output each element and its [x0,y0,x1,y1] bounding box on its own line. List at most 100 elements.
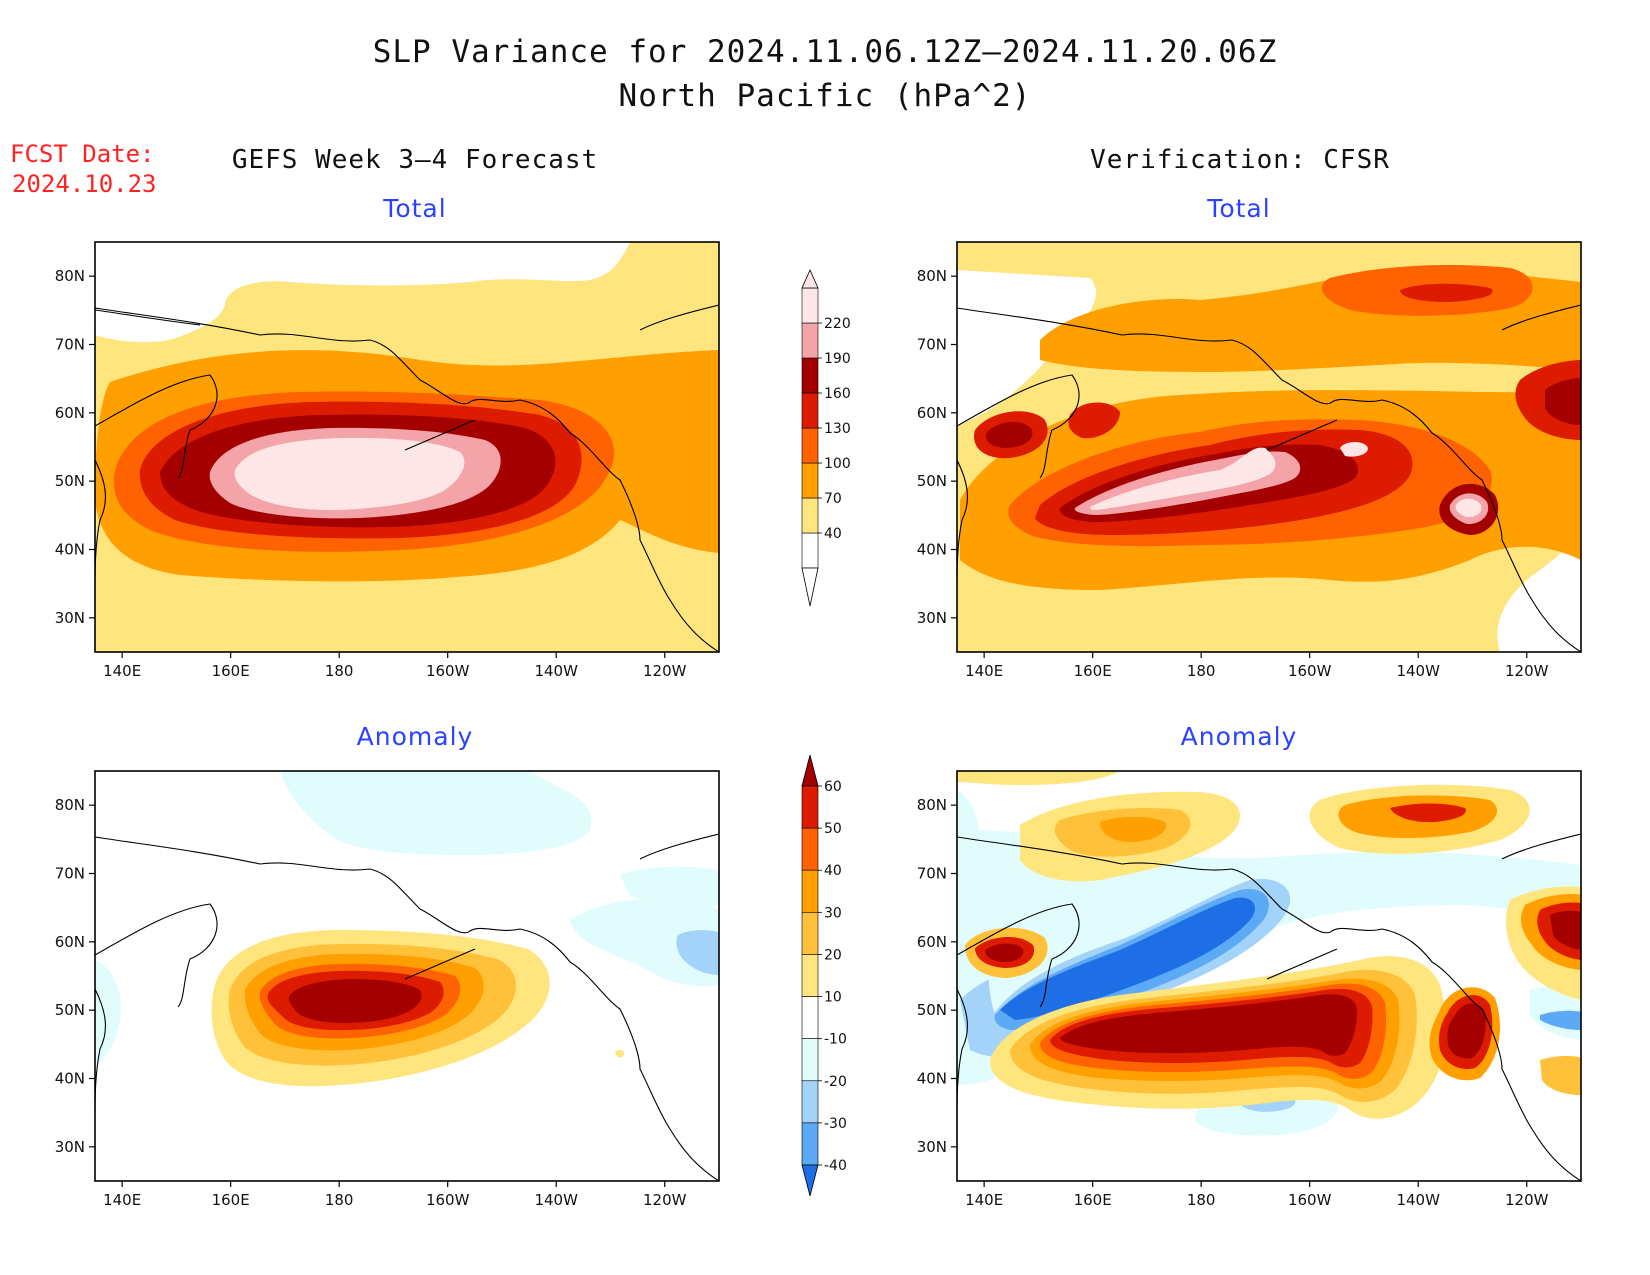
forecast-total-lat-label: 80N [55,267,85,285]
forecast-anomaly-lon-label: 120W [643,1191,687,1209]
colorbar-total-label: 130 [824,421,851,437]
forecast-total-lon-label: 160W [426,662,470,680]
map-panel-verification-total [956,241,1582,653]
colorbar-total-bin [801,462,819,499]
verification-anomaly-frame [956,770,1582,1182]
forecast-anomaly-lat-label: 70N [55,865,85,883]
verification-anomaly-lat-label: 30N [917,1138,947,1156]
forecast-anomaly-lon-label: 140W [534,1191,578,1209]
colorbar-anomaly-bin [801,1080,819,1124]
colorbar-total-bin [801,532,819,569]
forecast-total-frame [94,241,720,653]
colorbar-total-label: 40 [824,526,842,542]
verification-total-frame [956,241,1582,653]
colorbar-anomaly: 60 50 40 30 20 10 -10 -20 -30 -40 [801,754,847,1197]
colorbar-anomaly-label: 10 [824,990,842,1006]
axes-layer: 140E 160E 180 160W 140W 120W 80N 70N 60N 50N 40N 30… [55,267,1549,1209]
verification-anomaly-coastlines [957,833,1581,1181]
verification-total-field [957,242,1581,652]
verification-anomaly-lon-label: 180 [1187,1191,1216,1209]
map-panel-forecast-total [94,241,720,653]
colorbar-anomaly-top-arrow [801,754,819,787]
verification-total-lon-label: 120W [1505,662,1549,680]
verification-anomaly-lat-label: 80N [917,796,947,814]
verification-total-lat-label: 30N [917,609,947,627]
verification-total-lon-label: 180 [1187,662,1216,680]
figure-subtitle: North Pacific (hPa^2) [619,78,1032,114]
forecast-anomaly-lon-label: 160W [426,1191,470,1209]
verification-anomaly-lon-label: 120W [1505,1191,1549,1209]
panel-title-forecast-anomaly: Anomaly [357,722,474,751]
colorbar-total-bin [801,392,819,429]
verification-column-header: Verification: CFSR [1090,145,1390,175]
verification-anomaly-lat-label: 60N [917,933,947,951]
colorbar-total-bin [801,287,819,324]
forecast-anomaly-lon-label: 180 [325,1191,354,1209]
verification-total-lon-label: 140E [965,662,1003,680]
colorbar-total-label: 220 [824,316,851,332]
forecast-anomaly-lon-label: 160E [212,1191,250,1209]
verification-anomaly-lat-label: 50N [917,1001,947,1019]
forecast-total-lat-label: 60N [55,404,85,422]
forecast-anomaly-lat-label: 60N [55,933,85,951]
forecast-anomaly-lat-label: 40N [55,1070,85,1088]
forecast-anomaly-coastlines [95,833,719,1181]
colorbar-anomaly-bin [801,996,819,1039]
fcst-date-label: FCST Date: [10,140,155,168]
verification-total-lon-label: 160E [1074,662,1112,680]
forecast-total-lon-label: 140E [103,662,141,680]
colorbar-anomaly-label: -10 [824,1032,847,1048]
verification-total-lat-label: 50N [917,472,947,490]
verification-total-lon-label: 160W [1288,662,1332,680]
verification-anomaly-lon-label: 140E [965,1191,1003,1209]
verification-total-coastlines [957,304,1581,652]
colorbar-total-label: 160 [824,386,851,402]
forecast-column-header: GEFS Week 3–4 Forecast [232,145,598,175]
colorbar-anomaly-label: -40 [824,1158,847,1174]
verification-anomaly-lon-label: 160W [1288,1191,1332,1209]
map-panel-verification-anomaly [956,770,1582,1182]
verification-anomaly-lat-label: 40N [917,1070,947,1088]
colorbar-anomaly-label: 20 [824,947,842,963]
figure-title: SLP Variance for 2024.11.06.12Z–2024.11.… [373,34,1278,70]
colorbar-total-bin [801,357,819,394]
colorbar-anomaly-label: 30 [824,905,842,921]
colorbar-anomaly-bin [801,1122,819,1166]
colorbar-anomaly-label: -30 [824,1116,847,1132]
forecast-anomaly-frame [94,770,720,1182]
colorbar-total: 40 70 100 130 160 190 220 [801,269,851,607]
forecast-total-lat-label: 40N [55,541,85,559]
forecast-total-lat-label: 30N [55,609,85,627]
fcst-date-value: 2024.10.23 [12,170,157,198]
colorbar-anomaly-bin [801,912,819,955]
verification-anomaly-lat-label: 70N [917,865,947,883]
colorbar-total-top-arrow [801,269,819,289]
colorbar-total-label: 100 [824,456,851,472]
map-panel-forecast-anomaly [94,770,720,1182]
colorbar-anomaly-bin [801,1038,819,1082]
forecast-anomaly-lat-label: 30N [55,1138,85,1156]
colorbar-total-bin [801,497,819,534]
verification-total-lat-label: 70N [917,336,947,354]
forecast-total-field [95,242,719,652]
panel-title-verification-total: Total [1206,194,1270,223]
forecast-total-lon-label: 140W [534,662,578,680]
colorbar-total-bottom-arrow [801,567,819,607]
verification-total-lon-label: 140W [1396,662,1440,680]
forecast-total-coastlines [95,304,719,652]
verification-total-lat-label: 60N [917,404,947,422]
colorbar-anomaly-label: 40 [824,863,842,879]
colorbar-anomaly-bottom-arrow [801,1164,819,1197]
colorbar-anomaly-bin [801,869,819,913]
panel-title-forecast-total: Total [382,194,446,223]
colorbar-anomaly-label: 60 [824,779,842,795]
forecast-total-lon-label: 120W [643,662,687,680]
forecast-total-lon-label: 180 [325,662,354,680]
colorbar-anomaly-bin [801,827,819,871]
colorbar-anomaly-bin [801,954,819,997]
colorbar-anomaly-label: 50 [824,821,842,837]
colorbar-total-label: 70 [824,491,842,507]
verification-total-lat-label: 80N [917,267,947,285]
panel-title-verification-anomaly: Anomaly [1181,722,1298,751]
